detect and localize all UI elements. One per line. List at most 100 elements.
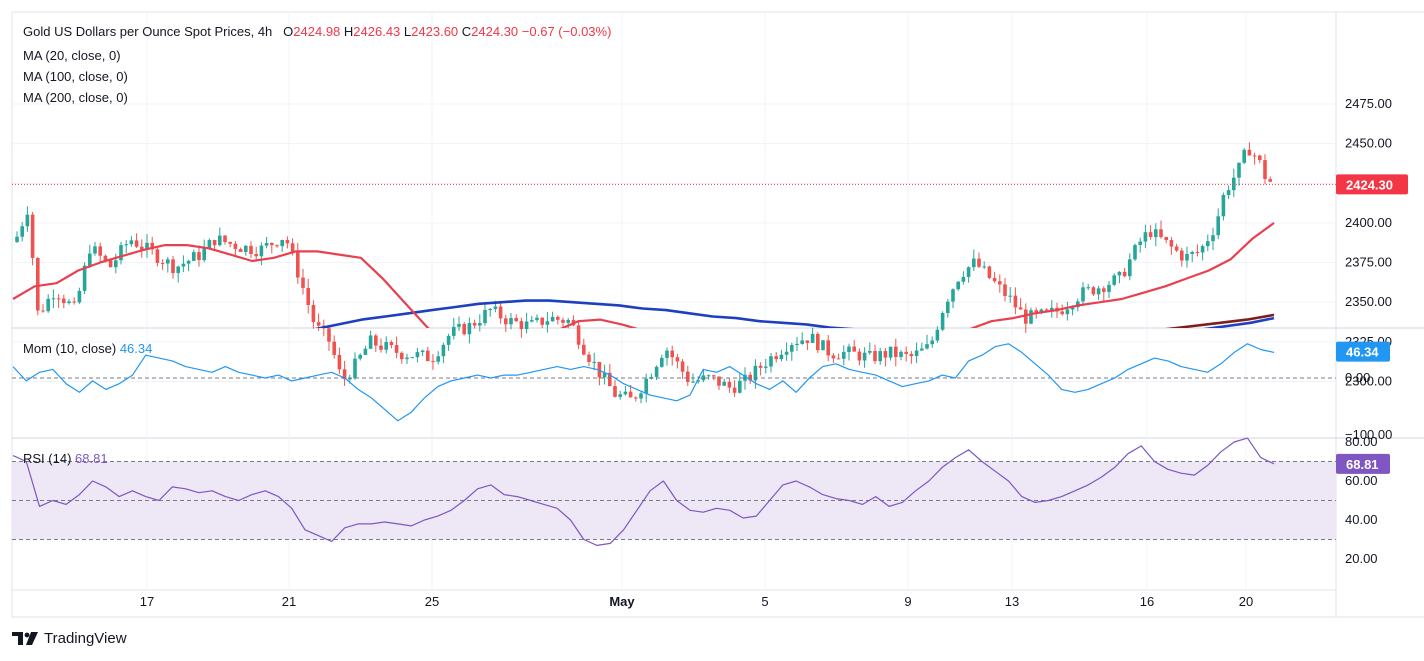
candle-body bbox=[660, 357, 664, 367]
momentum-legend[interactable]: Mom (10, close) 46.34 bbox=[23, 341, 152, 356]
candle-body bbox=[145, 242, 149, 250]
ma100-legend[interactable]: MA (100, close, 0) bbox=[23, 69, 128, 84]
candle-body bbox=[264, 242, 269, 246]
tradingview-logo[interactable]: TradingView bbox=[12, 630, 127, 647]
candle-body bbox=[1169, 240, 1174, 247]
last-price-badge bbox=[1336, 174, 1408, 195]
candle-body bbox=[987, 266, 992, 279]
candle-body bbox=[608, 372, 612, 387]
candle-body bbox=[186, 260, 191, 264]
candle-body bbox=[790, 345, 794, 352]
candle-body bbox=[82, 265, 87, 291]
candle-body bbox=[212, 239, 217, 246]
momentum-value: 46.34 bbox=[119, 341, 153, 356]
candle-body bbox=[691, 381, 695, 383]
candle-body bbox=[452, 326, 456, 336]
momentum-badge-label: 46.34 bbox=[1346, 345, 1379, 360]
candle-body bbox=[124, 244, 128, 246]
candle-body bbox=[717, 376, 721, 386]
candle-body bbox=[930, 340, 934, 345]
candle-body bbox=[1154, 229, 1158, 238]
candle-body bbox=[743, 374, 747, 381]
candle-body bbox=[1076, 301, 1080, 308]
momentum-line bbox=[12, 343, 1275, 422]
candle-body bbox=[311, 305, 316, 323]
ma20-legend[interactable]: MA (20, close, 0) bbox=[23, 48, 121, 63]
candle-body bbox=[93, 246, 97, 254]
candle-body bbox=[1237, 162, 1241, 178]
candle-body bbox=[524, 321, 529, 330]
candle-body bbox=[904, 351, 908, 354]
candle-body bbox=[1164, 237, 1168, 241]
candle-body bbox=[706, 375, 711, 377]
candle-body bbox=[41, 310, 45, 312]
candle-body bbox=[639, 393, 643, 399]
candle-body bbox=[1148, 232, 1153, 238]
candle-body bbox=[171, 259, 175, 274]
candle-body bbox=[374, 335, 378, 346]
close-label: C bbox=[461, 24, 472, 39]
candle-body bbox=[738, 380, 742, 393]
candle-body bbox=[878, 351, 882, 362]
candle-body bbox=[259, 245, 264, 257]
candle-body bbox=[405, 357, 409, 360]
candle-body bbox=[618, 394, 622, 397]
candle-body bbox=[769, 356, 773, 367]
candle-body bbox=[868, 350, 872, 353]
candle-body bbox=[1252, 155, 1257, 157]
candle-body bbox=[951, 289, 955, 302]
candle-body bbox=[696, 380, 700, 382]
momentum-tick-label: 0.00 bbox=[1345, 370, 1370, 385]
ma200-legend[interactable]: MA (200, close, 0) bbox=[23, 90, 128, 105]
candle-body bbox=[784, 351, 789, 355]
candle-body bbox=[327, 328, 331, 342]
candle-body bbox=[348, 378, 352, 380]
candle-body bbox=[701, 375, 706, 381]
candle-body bbox=[816, 333, 820, 351]
candle-body bbox=[535, 317, 539, 321]
candle-body bbox=[1195, 252, 1200, 254]
candle-body bbox=[332, 341, 336, 355]
change-value: −0.67 (−0.03%) bbox=[521, 24, 612, 39]
candle-body bbox=[888, 346, 893, 358]
candle-body bbox=[415, 352, 420, 358]
price-tick-label: 2475.00 bbox=[1345, 96, 1392, 111]
candle-body bbox=[472, 323, 477, 326]
candle-body bbox=[1008, 295, 1012, 297]
candle-body bbox=[155, 249, 160, 263]
candle-body bbox=[1086, 287, 1090, 289]
candle-body bbox=[1070, 307, 1075, 310]
candle-body bbox=[909, 353, 914, 357]
candle-body bbox=[862, 352, 867, 361]
candle-body bbox=[727, 381, 732, 388]
candle-body bbox=[722, 381, 726, 386]
symbol-title: Gold US Dollars per Ounce Spot Prices, 4… bbox=[23, 24, 273, 39]
candle-body bbox=[582, 344, 586, 355]
candle-body bbox=[545, 321, 550, 325]
candle-body bbox=[233, 243, 238, 250]
candle-body bbox=[488, 309, 492, 311]
momentum-label: Mom (10, close) bbox=[23, 341, 117, 356]
time-tick-label: May bbox=[609, 594, 635, 609]
candle-body bbox=[119, 245, 123, 261]
candle-body bbox=[732, 387, 737, 393]
candle-body bbox=[847, 346, 851, 353]
candle-body bbox=[431, 361, 435, 363]
candle-body bbox=[779, 354, 784, 360]
candle-body bbox=[46, 298, 50, 312]
candle-body bbox=[379, 345, 383, 350]
candle-body bbox=[306, 287, 310, 306]
candle-body bbox=[623, 391, 628, 395]
main-legend: Gold US Dollars per Ounce Spot Prices, 4… bbox=[23, 24, 611, 39]
candle-body bbox=[753, 365, 758, 381]
rsi-legend[interactable]: RSI (14) 68.81 bbox=[23, 451, 108, 466]
candle-body bbox=[1180, 250, 1184, 261]
candle-body bbox=[758, 365, 763, 368]
moving-averages bbox=[12, 222, 1275, 328]
candle-body bbox=[774, 356, 778, 360]
candle-body bbox=[1003, 284, 1007, 296]
candle-body bbox=[72, 301, 76, 303]
